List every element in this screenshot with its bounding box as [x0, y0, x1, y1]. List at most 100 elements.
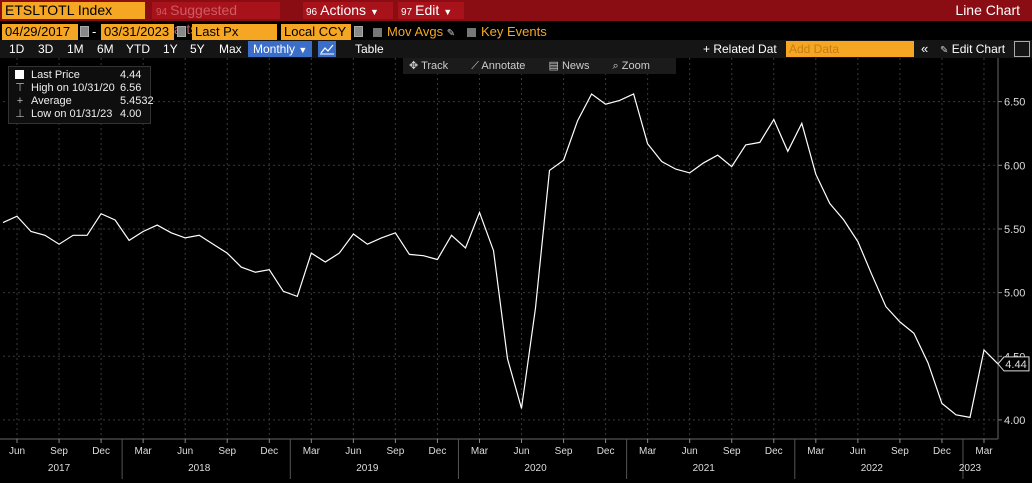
date-range-dash: - — [92, 24, 97, 39]
year-label: 2017 — [48, 463, 71, 474]
pencil-icon: ✎ — [940, 45, 949, 56]
caret-down-icon: ▼ — [370, 7, 379, 17]
x-tick-label: Dec — [765, 446, 783, 457]
ticker-field[interactable]: ETSLTOTL Index — [2, 2, 145, 19]
end-date-field[interactable]: 03/31/2023 — [101, 24, 174, 40]
legend-average: + Average 5.4532 — [9, 95, 154, 107]
key-events-label[interactable]: Key Events — [481, 24, 547, 39]
period-tab[interactable]: YTD — [126, 42, 150, 56]
x-tick-label: Jun — [850, 446, 866, 457]
x-tick-label: Sep — [50, 446, 68, 457]
x-tick-label: Jun — [177, 446, 193, 457]
y-axis: 4.004.505.005.506.006.50 — [997, 58, 1025, 439]
legend-value: 6.56 — [120, 82, 142, 94]
period-tab[interactable]: 1M — [67, 42, 84, 56]
edit-number: 97 — [401, 7, 413, 18]
legend-low: ⊥ Low on 01/31/23 4.00 — [9, 108, 150, 120]
track-label: Track — [421, 60, 449, 72]
year-label: 2020 — [524, 463, 547, 474]
y-tick-label: 5.00 — [1004, 288, 1025, 300]
dropdown-icon[interactable] — [354, 26, 363, 37]
chart-tools: ✥ Track ⟋ Annotate ▤ News ⌕ Zoom — [403, 58, 676, 74]
annotate-tool[interactable]: ⟋ Annotate — [471, 60, 526, 72]
add-data-input[interactable]: Add Data — [786, 41, 914, 57]
series-line — [2, 93, 999, 419]
zoom-label: Zoom — [621, 60, 650, 72]
x-tick-label: Dec — [92, 446, 110, 457]
x-tick-label: Sep — [218, 446, 236, 457]
x-tick-label: Mar — [135, 446, 153, 457]
collapse-icon[interactable]: « — [921, 41, 929, 56]
actions-menu-button[interactable]: 96 Actions ▼ — [303, 2, 393, 19]
last-value-label: 4.44 — [997, 356, 1030, 372]
y-tick-label: 6.00 — [1004, 160, 1025, 172]
suggested-charts-number: 94 — [156, 7, 168, 18]
grid-lines — [3, 58, 998, 439]
period-tab-row: 1D 3D 1M 6M YTD 1Y 5Y Max Monthly ▼ Tabl… — [0, 40, 1032, 58]
x-tick-label: Mar — [471, 446, 489, 457]
x-tick-label: Jun — [9, 446, 25, 457]
year-label: 2019 — [356, 463, 379, 474]
line-chart-icon — [320, 44, 334, 55]
edit-chart-label: Edit Chart — [951, 42, 1006, 56]
field-selector[interactable]: Last Px — [192, 24, 277, 40]
chart-type-icon[interactable] — [318, 41, 336, 57]
caret-down-icon: ▼ — [298, 45, 308, 55]
edit-chart-button[interactable]: ✎ Edit Chart — [940, 41, 1005, 59]
legend-label: High on 10/31/20 — [31, 82, 115, 94]
caret-down-icon: ▼ — [443, 7, 453, 17]
legend-value: 4.00 — [120, 108, 142, 120]
x-tick-label: Dec — [260, 446, 278, 457]
period-tab[interactable]: 3D — [38, 42, 54, 56]
period-tab[interactable]: 5Y — [190, 42, 205, 56]
mov-avgs-label[interactable]: Mov Avgs ✎ — [387, 24, 455, 42]
x-tick-label: Jun — [513, 446, 529, 457]
actions-label: Actions — [320, 2, 367, 18]
edit-menu-button[interactable]: 97 Edit ▼ — [398, 2, 464, 19]
news-label: News — [561, 60, 590, 72]
last-value-tag — [997, 356, 1030, 372]
expand-icon[interactable] — [1014, 41, 1030, 57]
key-events-checkbox[interactable] — [467, 28, 476, 37]
y-tick-label: 4.00 — [1004, 415, 1025, 427]
news-tool[interactable]: ▤ News — [548, 60, 590, 72]
zoom-tool[interactable]: ⌕ Zoom — [612, 60, 650, 72]
edit-label: Edit — [415, 2, 440, 18]
year-label: 2023 — [959, 463, 982, 474]
period-tab[interactable]: 1D — [9, 42, 25, 56]
period-tab[interactable]: Max — [219, 42, 242, 56]
x-tick-label: Mar — [975, 446, 993, 457]
legend-box: Last Price 4.44 ⊤ High on 10/31/20 6.56 … — [8, 66, 154, 124]
last-value-text: 4.44 — [1005, 359, 1026, 371]
related-data-button[interactable]: + Related Dat — [703, 42, 777, 56]
series-swatch — [15, 70, 24, 79]
track-tool[interactable]: ✥ Track — [409, 60, 449, 72]
x-tick-label: Dec — [597, 446, 615, 457]
frequency-dropdown[interactable]: Monthly ▼ — [248, 41, 313, 57]
x-tick-label: Sep — [555, 446, 573, 457]
x-tick-label: Mar — [807, 446, 825, 457]
calendar-icon[interactable] — [177, 26, 186, 37]
legend-value: 5.4532 — [120, 95, 154, 107]
calendar-icon[interactable] — [80, 26, 89, 37]
frequency-label: Monthly — [253, 42, 296, 56]
mov-avgs-checkbox[interactable] — [373, 28, 382, 37]
chart-kind-label: Line Chart — [955, 2, 1020, 18]
line-chart: 4.004.505.005.506.006.50 JunSepDecMarJun… — [0, 58, 1030, 479]
y-tick-label: 6.50 — [1004, 97, 1025, 109]
year-label: 2022 — [861, 463, 884, 474]
x-axis: Jun Sep Dec Mar Jun Sep Dec Mar Jun Sep Dec Mar Jun S… — [0, 438, 998, 479]
high-marker-icon: ⊤ — [15, 82, 25, 94]
pencil-icon[interactable]: ✎ — [446, 28, 456, 39]
period-tab[interactable]: 6M — [97, 42, 114, 56]
x-tick-label: Dec — [429, 446, 447, 457]
legend-label: Average — [31, 95, 72, 107]
currency-selector[interactable]: Local CCY — [281, 24, 351, 40]
parameter-row: 04/29/2017 - 03/31/2023 Last Px Local CC… — [0, 23, 1032, 42]
period-tab[interactable]: 1Y — [163, 42, 178, 56]
x-tick-label: Sep — [891, 446, 909, 457]
table-tab[interactable]: Table — [355, 42, 384, 56]
start-date-field[interactable]: 04/29/2017 — [2, 24, 78, 40]
